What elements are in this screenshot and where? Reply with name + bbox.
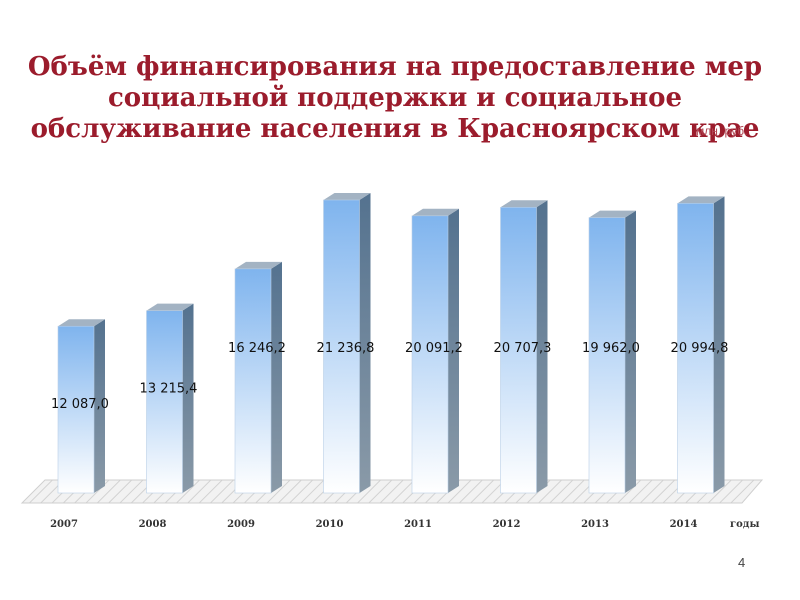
bar-front bbox=[146, 310, 183, 494]
bar-2007 bbox=[57, 319, 105, 494]
bar-front bbox=[588, 217, 626, 494]
data-label: 19 962,0 bbox=[582, 341, 640, 356]
bar-front bbox=[57, 325, 95, 494]
bar-cap bbox=[412, 208, 459, 216]
unit-label: млн. руб. bbox=[696, 124, 748, 138]
bar-cap bbox=[58, 319, 105, 327]
title-line-1: Объём финансирования на предоставление м… bbox=[27, 52, 763, 82]
x-tick-label: 2013 bbox=[581, 519, 609, 530]
bar-cap bbox=[500, 200, 548, 208]
bar-side bbox=[713, 196, 725, 494]
bar-2012 bbox=[500, 200, 548, 494]
bar-side bbox=[94, 319, 105, 493]
chart-floor bbox=[20, 479, 764, 504]
bar-side bbox=[182, 303, 194, 493]
bar-2009 bbox=[234, 261, 282, 494]
bar-front bbox=[411, 215, 449, 494]
bar-cap bbox=[235, 261, 282, 269]
x-tick-label: 2014 bbox=[670, 519, 698, 530]
x-tick-label: 2008 bbox=[139, 519, 167, 530]
data-label: 13 215,4 bbox=[140, 382, 198, 397]
title-line-2: социальной поддержки и социальное bbox=[107, 83, 683, 113]
x-tick-label: 2010 bbox=[316, 519, 344, 530]
title-line-3: обслуживание населения в Красноярском кр… bbox=[30, 114, 760, 144]
bar-front bbox=[234, 268, 272, 494]
bar-side bbox=[271, 261, 282, 493]
x-tick-label: 2009 bbox=[227, 519, 255, 530]
bar-2011 bbox=[411, 208, 459, 494]
data-label: 12 087,0 bbox=[51, 397, 109, 412]
data-label: 21 236,8 bbox=[317, 341, 375, 356]
page-number: 4 bbox=[738, 555, 746, 570]
data-label: 20 707,3 bbox=[494, 341, 552, 356]
bar-side bbox=[448, 208, 459, 494]
x-tick-label: 2011 bbox=[404, 519, 432, 530]
x-axis-label: годы bbox=[730, 519, 760, 530]
bar-front bbox=[677, 203, 714, 494]
bar-cap bbox=[589, 210, 636, 218]
chart-title: Объём финансирования на предоставление м… bbox=[0, 52, 790, 145]
bar-front bbox=[500, 207, 537, 494]
bar-2008 bbox=[146, 303, 194, 494]
bar-cap bbox=[146, 303, 194, 311]
bar-2010 bbox=[323, 193, 371, 494]
bar-2013 bbox=[588, 210, 636, 494]
bar-cap bbox=[677, 196, 725, 204]
bar-side bbox=[359, 193, 371, 493]
x-tick-label: 2007 bbox=[50, 519, 78, 530]
data-label: 16 246,2 bbox=[228, 341, 286, 356]
data-label: 20 091,2 bbox=[405, 341, 463, 356]
bar-2014 bbox=[677, 196, 725, 494]
bar-side bbox=[625, 210, 636, 493]
data-label: 20 994,8 bbox=[671, 341, 729, 356]
x-tick-label: 2012 bbox=[493, 519, 521, 530]
bar-side bbox=[536, 200, 548, 493]
bar-front bbox=[323, 199, 360, 494]
bar-cap bbox=[323, 193, 371, 200]
